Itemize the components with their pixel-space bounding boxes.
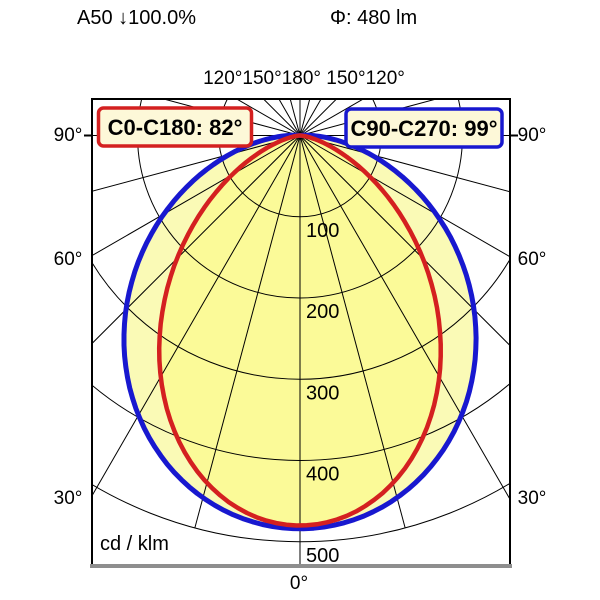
ring-label-300: 300 bbox=[306, 382, 339, 404]
angle-label-0: 0° bbox=[290, 573, 308, 594]
ring-value-labels: 100 200 300 400 500 bbox=[306, 220, 339, 567]
ring-label-500: 500 bbox=[306, 545, 339, 567]
header-downward-flux: A50 ↓100.0% bbox=[77, 7, 196, 29]
ring-label-100: 100 bbox=[306, 220, 339, 242]
legend-red-box bbox=[96, 106, 254, 148]
grid-ray-left-15 bbox=[194, 135, 301, 529]
ring-label-400: 400 bbox=[306, 464, 339, 486]
legend-c0-c180: C0-C180: 82° bbox=[96, 106, 254, 148]
header-luminous-flux: Φ: 480 lm bbox=[330, 7, 417, 29]
grid-ray-left-45 bbox=[92, 135, 301, 345]
grid-ray-right-15 bbox=[299, 135, 406, 529]
intensity-curves bbox=[121, 132, 479, 532]
curve-c0-c180 bbox=[156, 133, 443, 528]
grid-ray-right-30 bbox=[299, 135, 510, 501]
legend-blue-label: C90-C270: 99° bbox=[351, 116, 498, 141]
angle-labels-top: 120°150°180° 150°120° bbox=[203, 68, 405, 89]
grid-ray-left-60 bbox=[92, 135, 301, 257]
angle-label-right-90: 90° bbox=[518, 125, 547, 146]
legend-c90-c270: C90-C270: 99° bbox=[344, 107, 504, 149]
grid-ray-right-45 bbox=[299, 135, 510, 347]
plot-border bbox=[91, 98, 511, 566]
unit-label: cd / klm bbox=[100, 533, 169, 555]
grid-ray-right-60 bbox=[299, 135, 510, 258]
angle-label-left-30: 30° bbox=[54, 488, 83, 509]
angle-label-right-30: 30° bbox=[518, 488, 547, 509]
ring-label-200: 200 bbox=[306, 301, 339, 323]
legend-blue-box bbox=[344, 107, 504, 149]
grid-ray-left-30 bbox=[92, 135, 301, 497]
angle-label-left-60: 60° bbox=[54, 249, 83, 270]
angle-label-left-90: 90° bbox=[54, 125, 83, 146]
curve-c90-c270 bbox=[121, 132, 479, 532]
angle-label-right-60: 60° bbox=[518, 249, 547, 270]
legend-red-label: C0-C180: 82° bbox=[108, 115, 243, 140]
